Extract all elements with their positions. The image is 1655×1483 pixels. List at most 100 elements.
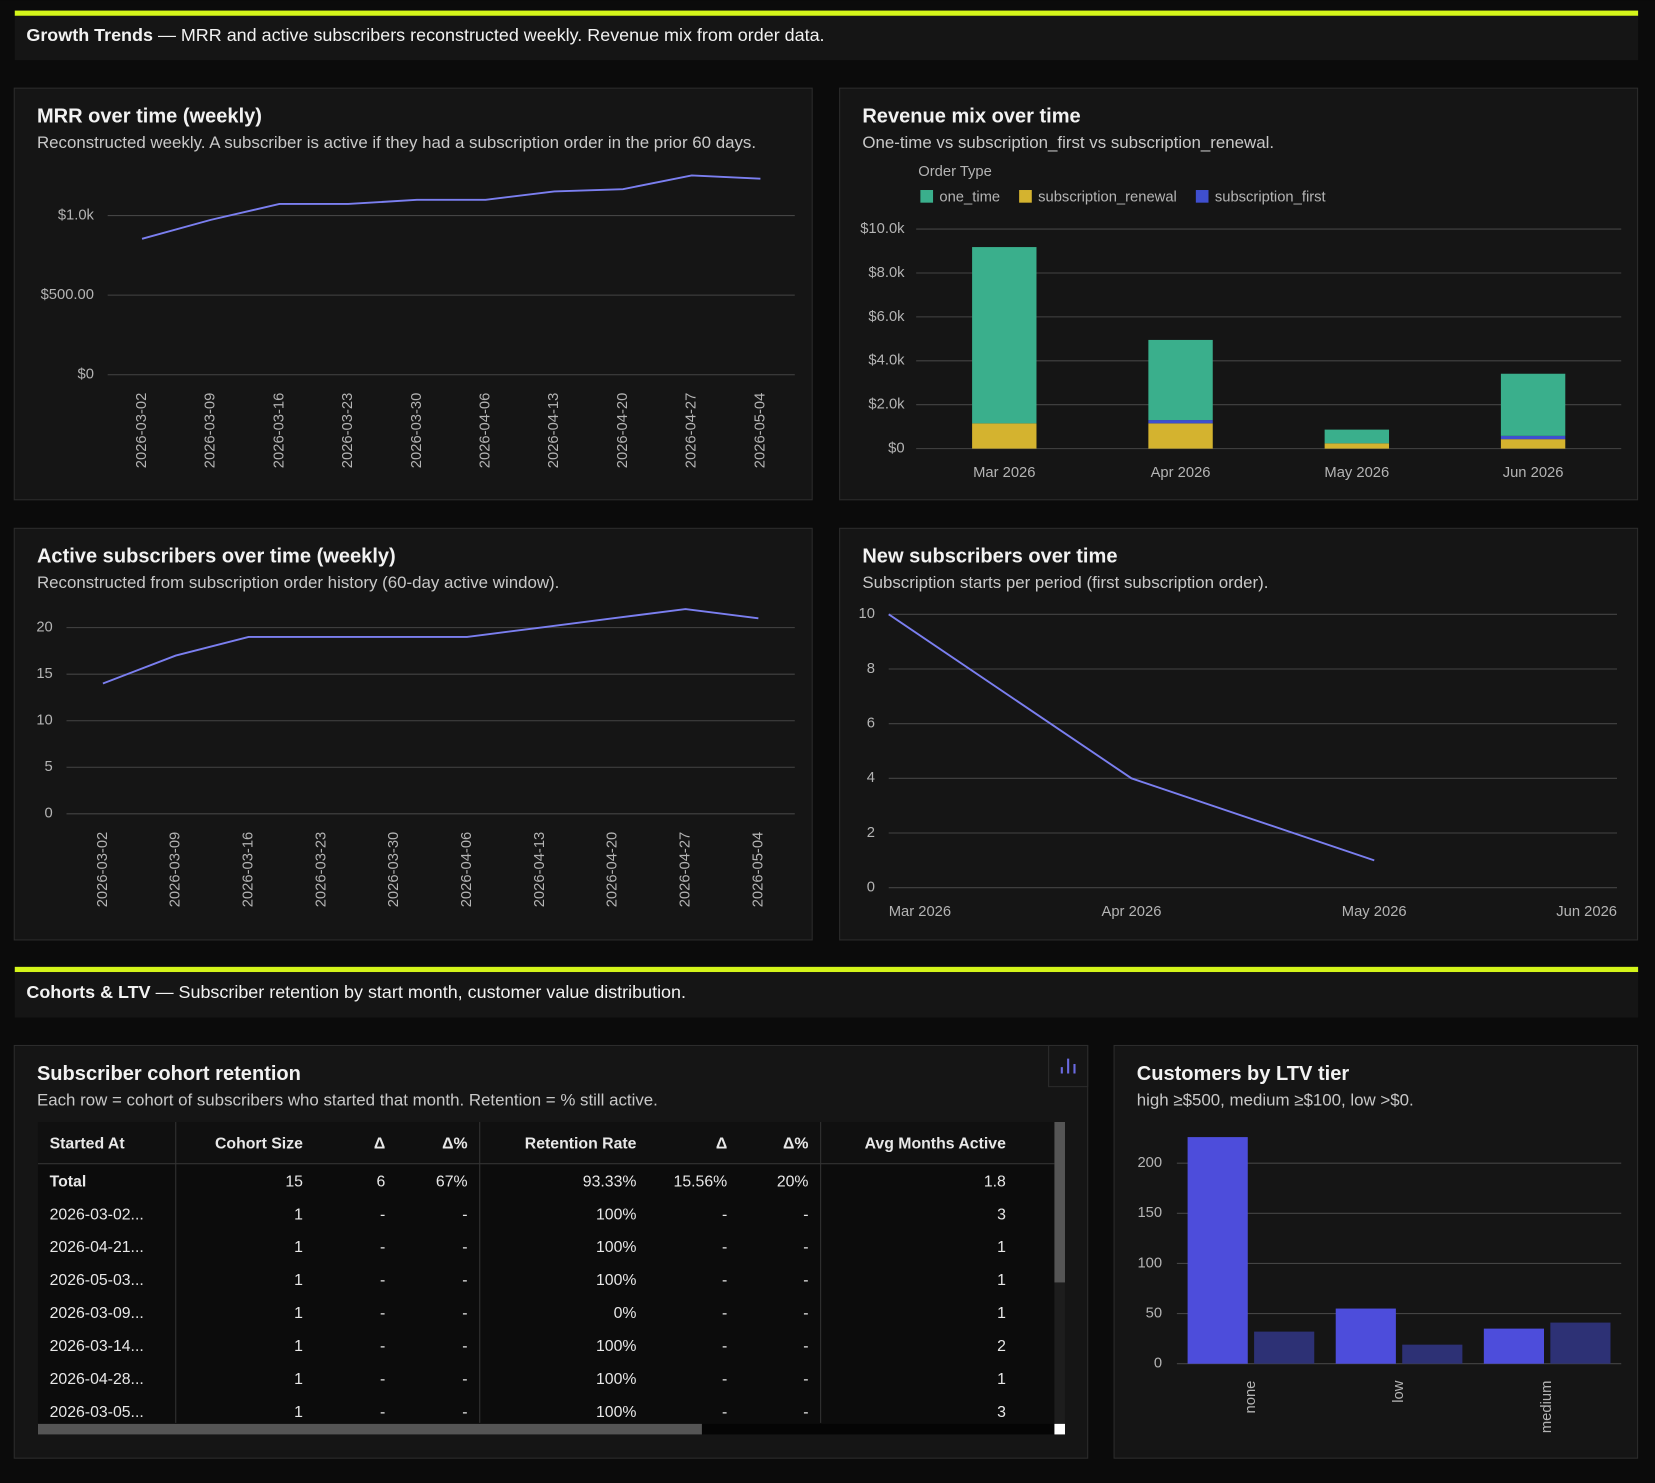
y-tick-label: 150 [1137, 1205, 1162, 1221]
y-tick-label: 2 [867, 825, 875, 841]
table-cell: Total [50, 1173, 87, 1190]
chart-subtitle: Subscription starts per period (first su… [862, 573, 1268, 592]
table-cell: 1 [294, 1239, 303, 1256]
bar-segment [1148, 420, 1213, 424]
section-title: Cohorts & LTV [26, 982, 150, 1002]
x-tick-label: Mar 2026 [973, 465, 1035, 481]
section-heading: Cohorts & LTV — Subscriber retention by … [26, 982, 686, 1002]
table-subtitle: Each row = cohort of subscribers who sta… [37, 1090, 658, 1109]
x-tick-label: none [1243, 1381, 1259, 1414]
table-cell: - [462, 1206, 467, 1223]
table-cell: - [722, 1239, 727, 1256]
table-cell: - [462, 1338, 467, 1355]
table-title: Subscriber cohort retention [37, 1063, 301, 1085]
x-tick-label: 2026-03-23 [340, 393, 356, 469]
table-cell: - [722, 1305, 727, 1322]
column-header: Δ% [442, 1135, 467, 1152]
table-cell: 1 [294, 1206, 303, 1223]
section-header [14, 972, 1639, 1018]
section-heading: Growth Trends — MRR and active subscribe… [26, 25, 824, 45]
line [141, 174, 761, 240]
y-tick-label: 50 [1146, 1305, 1162, 1321]
legend-label: one_time [939, 189, 1000, 205]
x-tick-label: 2026-04-20 [615, 393, 631, 469]
bar-segment [1324, 429, 1390, 444]
table-cell: 1 [997, 1272, 1006, 1289]
table-cell: 3 [997, 1206, 1006, 1223]
table-cell: 1 [997, 1239, 1006, 1256]
column-header: Avg Months Active [865, 1135, 1006, 1152]
table-cell: - [380, 1239, 385, 1256]
legend-label: subscription_first [1215, 189, 1326, 205]
section-description: — MRR and active subscribers reconstruct… [158, 25, 825, 45]
section-accent [14, 10, 1639, 16]
table-cell: - [380, 1272, 385, 1289]
line [102, 608, 759, 685]
chart-icon-button[interactable] [1048, 1044, 1089, 1088]
table-cell: 2026-03-02... [50, 1206, 144, 1223]
column-header: Δ [374, 1135, 385, 1152]
y-tick-label: 8 [867, 661, 875, 677]
column-header: Started At [50, 1135, 126, 1152]
table-cell: 3 [997, 1404, 1006, 1421]
chart-title: Active subscribers over time (weekly) [37, 546, 396, 568]
table-cell: - [803, 1338, 808, 1355]
x-tick-label: 2026-03-09 [168, 832, 184, 908]
x-tick-label: 2026-05-04 [752, 393, 768, 469]
table-cell: 100% [596, 1239, 636, 1256]
table-cell: - [722, 1404, 727, 1421]
table-cell: 1 [294, 1371, 303, 1388]
x-tick-label: 2026-03-02 [95, 832, 111, 908]
table-cell: 2026-03-14... [50, 1338, 144, 1355]
x-tick-label: 2026-03-02 [134, 393, 150, 469]
table-cell: 100% [596, 1206, 636, 1223]
x-tick-label: 2026-03-16 [240, 832, 256, 908]
table-cell: - [803, 1206, 808, 1223]
x-tick-label: medium [1539, 1381, 1555, 1434]
icon [1060, 1058, 1076, 1074]
x-tick-label: 2026-04-13 [532, 832, 548, 908]
x-tick-label: 2026-04-27 [677, 832, 693, 908]
chart-subtitle: high ≥$500, medium ≥$100, low >$0. [1137, 1090, 1414, 1109]
x-tick-label: low [1391, 1380, 1407, 1402]
x-tick-label: Apr 2026 [1151, 465, 1211, 481]
panel [839, 527, 1639, 941]
table-cell: - [462, 1305, 467, 1322]
y-tick-label: 15 [36, 666, 52, 682]
x-tick-label: Jun 2026 [1556, 904, 1617, 920]
table-cell: - [462, 1272, 467, 1289]
table-cell: 1 [294, 1404, 303, 1421]
section-accent [14, 966, 1639, 973]
table-cell: - [803, 1239, 808, 1256]
table-cell: - [722, 1338, 727, 1355]
table-cell: 1 [294, 1338, 303, 1355]
x-tick-label: 2026-05-04 [750, 832, 766, 908]
table-cell: 2026-03-09... [50, 1305, 144, 1322]
bar [1187, 1137, 1248, 1364]
chart-subtitle: Reconstructed weekly. A subscriber is ac… [37, 133, 756, 152]
x-tick-label: 2026-04-27 [684, 393, 700, 469]
table-cell: 1 [294, 1272, 303, 1289]
line [888, 613, 1375, 862]
bar [1402, 1344, 1463, 1364]
table-cell: 100% [596, 1371, 636, 1388]
x-tick-label: 2026-04-20 [605, 832, 621, 908]
chart-title: New subscribers over time [862, 546, 1117, 568]
y-tick-label: 200 [1137, 1155, 1162, 1171]
table-cell: 93.33% [583, 1173, 637, 1190]
table-cell: - [722, 1272, 727, 1289]
section-description: — Subscriber retention by start month, c… [156, 982, 686, 1002]
legend-swatch [1019, 190, 1032, 203]
y-tick-label: 0 [45, 806, 53, 822]
table-cell: - [803, 1272, 808, 1289]
table-cell: 0% [614, 1305, 637, 1322]
panel [13, 527, 813, 941]
chart-subtitle: Reconstructed from subscription order hi… [37, 573, 559, 592]
section-title: Growth Trends [26, 25, 153, 45]
y-tick-label: 10 [859, 606, 875, 622]
table-cell: - [722, 1206, 727, 1223]
legend-swatch [1195, 190, 1209, 203]
bar-segment [1500, 435, 1566, 440]
